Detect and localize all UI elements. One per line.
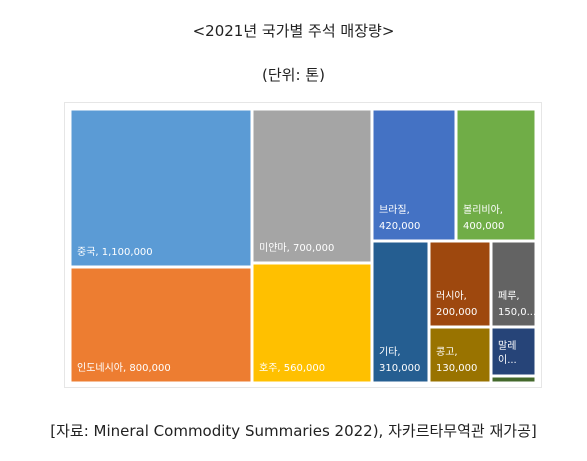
tile-rect-unlabeled xyxy=(491,376,536,383)
tile-label-러시아: 200,000 xyxy=(436,307,477,318)
tile-label-브라질: 브라질, xyxy=(379,204,410,216)
tile-label-콩고: 콩고, xyxy=(436,346,458,358)
tile-rect-말레이시아 xyxy=(491,327,536,376)
tile-label-볼리비아: 400,000 xyxy=(463,221,504,232)
tile-페루: 페루, 150,0... xyxy=(491,241,536,327)
tile-label-페루: 150,0... xyxy=(498,307,536,318)
tile-미얀마: 미얀마, 700,000 xyxy=(252,109,372,263)
tile-rect-페루 xyxy=(491,241,536,327)
tile-label-미얀마: 미얀마, 700,000 xyxy=(259,241,334,254)
source-note: [자료: Mineral Commodity Summaries 2022), … xyxy=(50,422,537,440)
chart-title: <2021년 국가별 주석 매장량> xyxy=(192,22,395,40)
tile-러시아: 러시아, 200,000 xyxy=(429,241,491,327)
treemap-frame: 중국, 1,100,000 인도네시아, 800,000 미얀마, 700,000 호… xyxy=(64,102,542,388)
tile-label-기타: 기타, xyxy=(379,346,401,358)
unit-label: (단위: 톤) xyxy=(262,66,325,84)
tile-rect-브라질 xyxy=(372,109,456,241)
tile-label-말레이시아: 이... xyxy=(498,354,517,366)
tile-label-브라질: 420,000 xyxy=(379,221,420,232)
tile-콩고: 콩고, 130,000 xyxy=(429,327,491,383)
tile-rect-러시아 xyxy=(429,241,491,327)
tile-rect-인도네시아 xyxy=(70,267,252,383)
tile-label-말레이시아: 말레 xyxy=(498,340,516,352)
tile-볼리비아: 볼리비아, 400,000 xyxy=(456,109,536,241)
tile-말레이시아: 말레이... xyxy=(491,327,536,376)
tile-label-볼리비아: 볼리비아, xyxy=(463,204,503,216)
tile-rect-중국 xyxy=(70,109,252,267)
tile-rect-호주 xyxy=(252,263,372,383)
tile-인도네시아: 인도네시아, 800,000 xyxy=(70,267,252,383)
tile-중국: 중국, 1,100,000 xyxy=(70,109,252,267)
tile-브라질: 브라질, 420,000 xyxy=(372,109,456,241)
tile-label-인도네시아: 인도네시아, 800,000 xyxy=(77,362,171,374)
tile-rect-콩고 xyxy=(429,327,491,383)
tile-rect-볼리비아 xyxy=(456,109,536,241)
tile-label-러시아: 러시아, xyxy=(436,290,467,302)
tile-label-중국: 중국, 1,100,000 xyxy=(77,246,153,258)
tile-기타: 기타, 310,000 xyxy=(372,241,429,383)
tile-label-호주: 호주, 560,000 xyxy=(259,362,325,374)
tile-rect-기타 xyxy=(372,241,429,383)
tile-label-기타: 310,000 xyxy=(379,363,420,374)
tile-label-페루: 페루, xyxy=(498,290,520,302)
tile-rect-미얀마 xyxy=(252,109,372,263)
treemap-chart: 중국, 1,100,000 인도네시아, 800,000 미얀마, 700,000 호… xyxy=(70,109,536,383)
tile-호주: 호주, 560,000 xyxy=(252,263,372,383)
tile-unlabeled xyxy=(491,376,536,383)
tile-label-콩고: 130,000 xyxy=(436,363,477,374)
